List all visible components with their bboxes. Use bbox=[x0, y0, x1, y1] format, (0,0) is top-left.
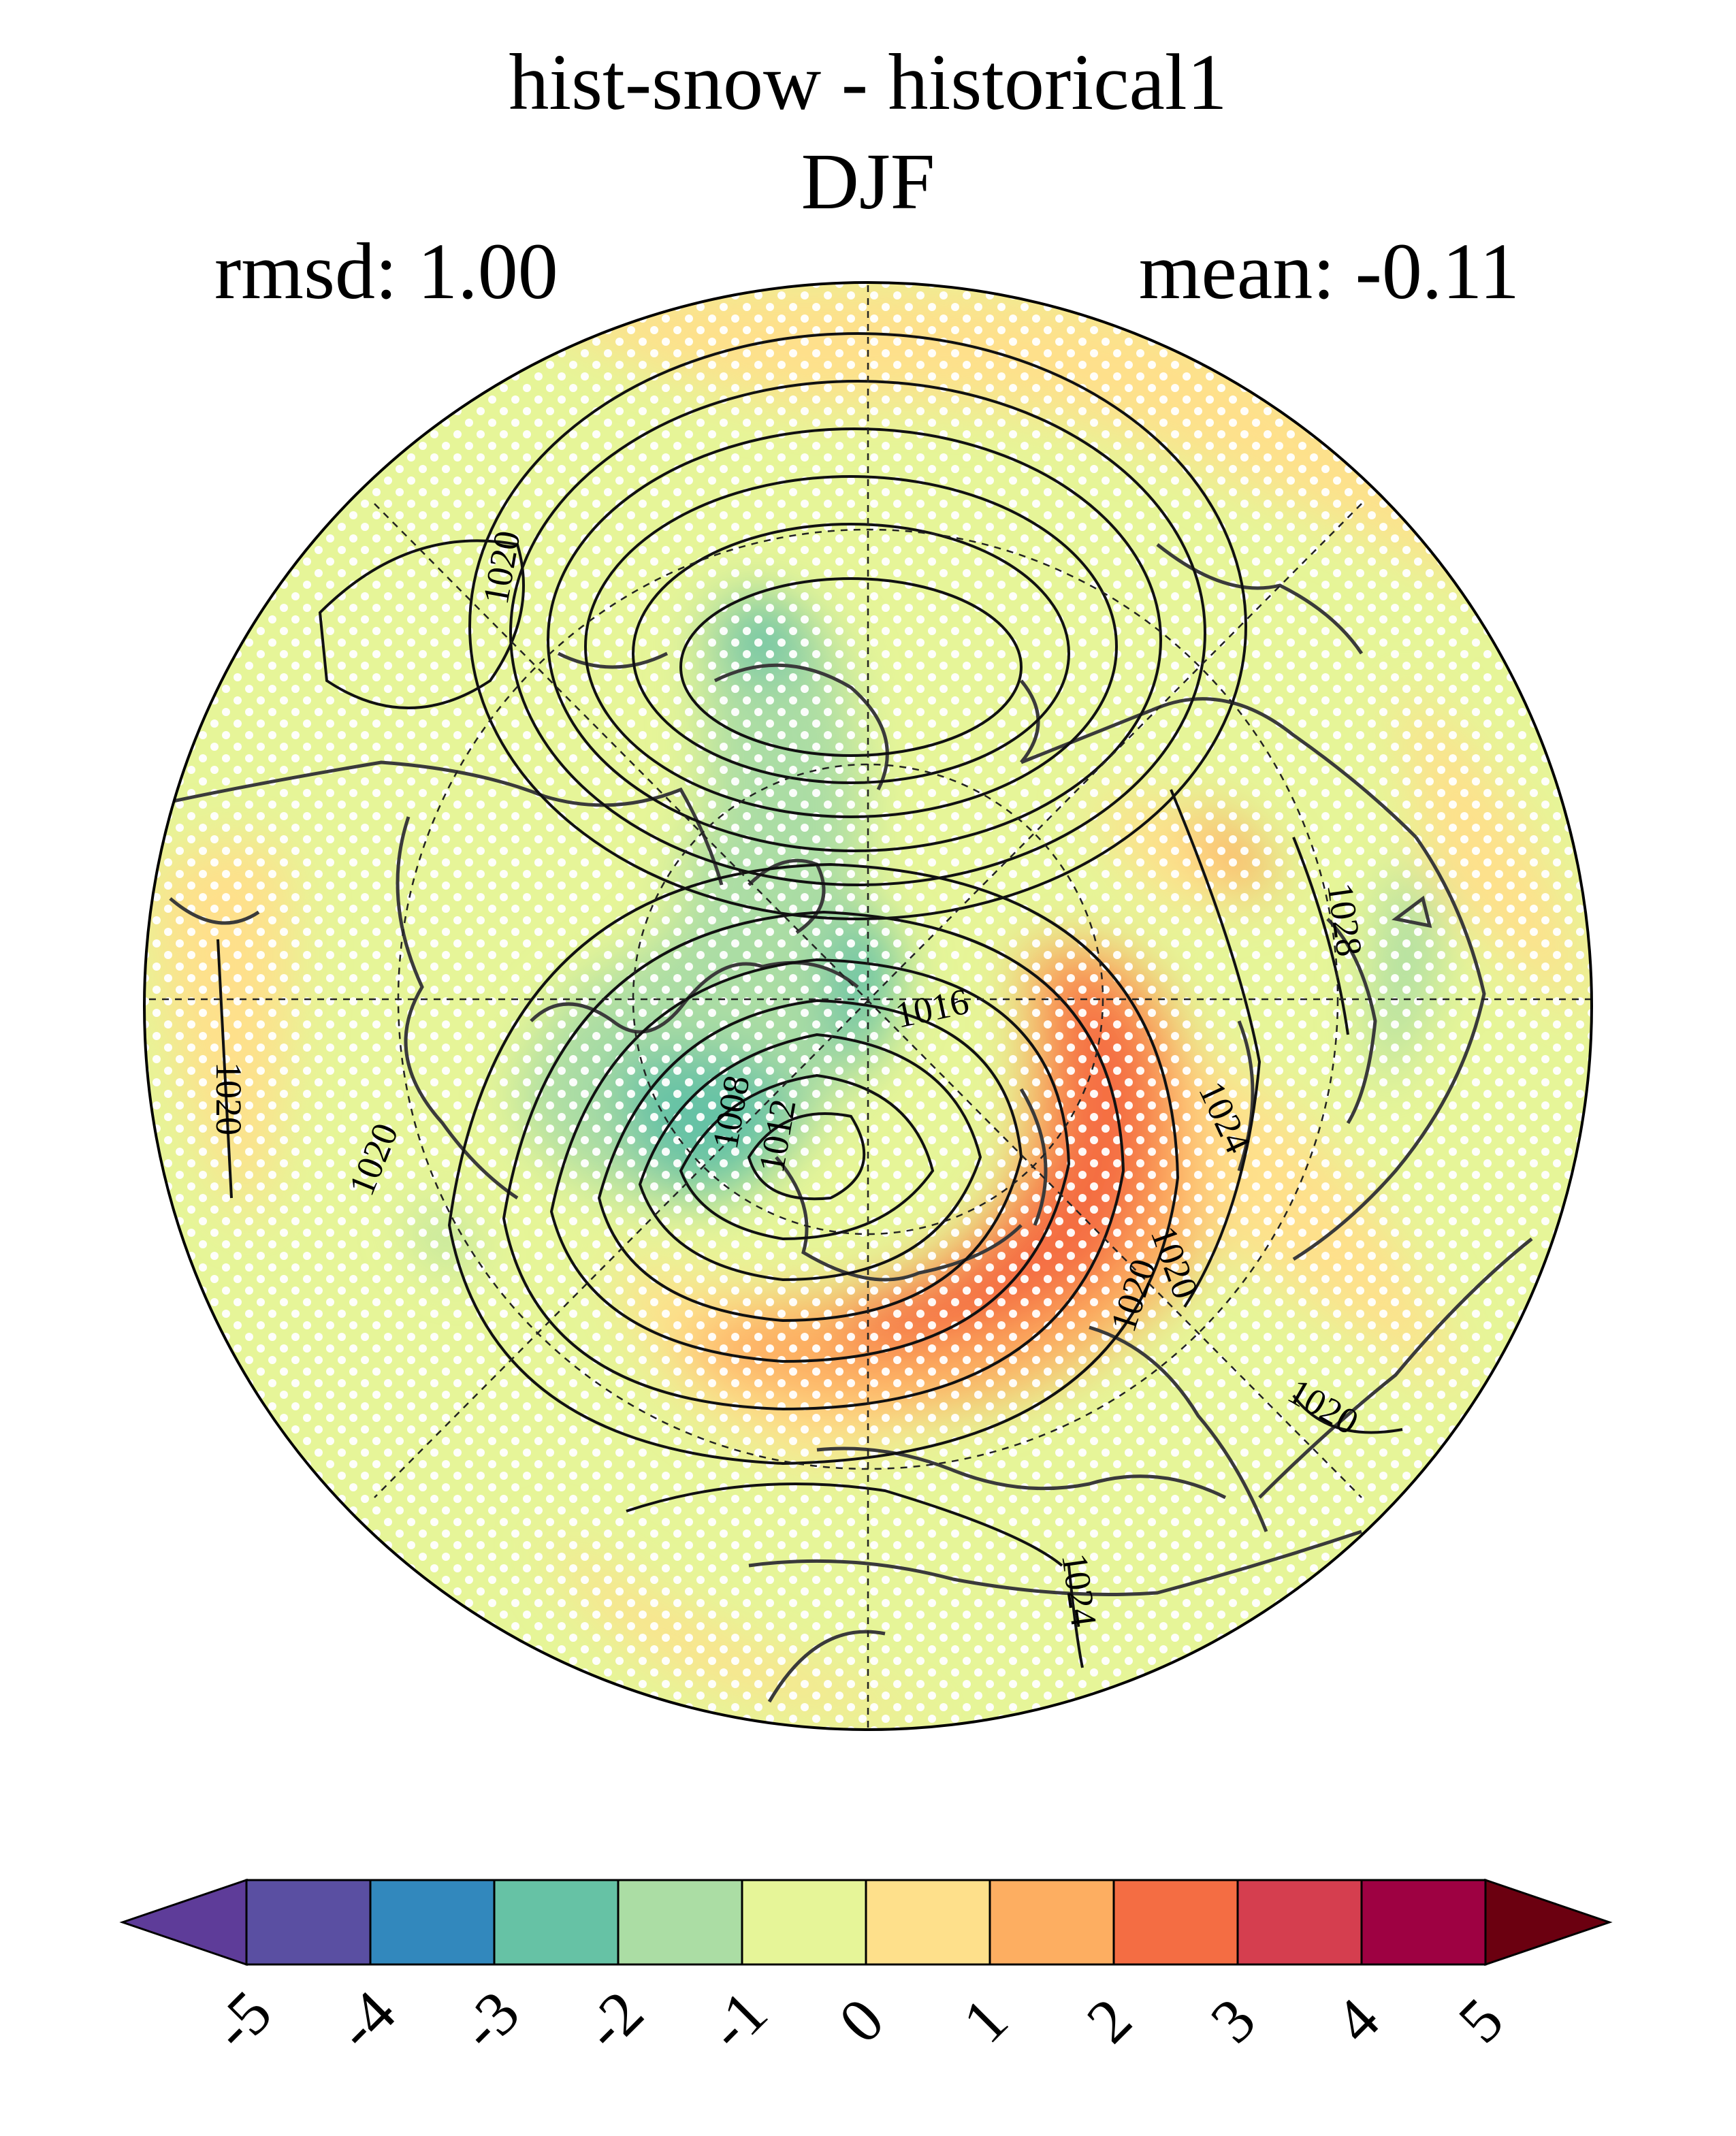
map-title-line2: DJF bbox=[801, 137, 935, 226]
colorbar-bin bbox=[245, 1879, 372, 1966]
colorbar-bin bbox=[865, 1879, 991, 1966]
colorbar-bin bbox=[1112, 1879, 1239, 1966]
colorbar-bin bbox=[1236, 1879, 1363, 1966]
colorbar-tick-label: -1 bbox=[694, 1977, 780, 2063]
colorbar-tick-label: -2 bbox=[570, 1977, 656, 2063]
colorbar-tick-label: 4 bbox=[1321, 1985, 1393, 2056]
colorbar-tick-label: 1 bbox=[950, 1985, 1021, 2056]
colorbar bbox=[119, 1878, 1613, 1967]
isobars bbox=[216, 332, 1403, 1668]
map-boundary bbox=[143, 281, 1593, 1731]
colorbar-tick-label: 0 bbox=[826, 1985, 897, 2056]
colorbar-tick-label: -5 bbox=[199, 1977, 285, 2063]
colorbar-tick-label: 5 bbox=[1445, 1985, 1517, 2056]
mean-label: mean: -0.11 bbox=[1138, 227, 1520, 316]
colorbar-extend-min bbox=[119, 1878, 248, 1967]
colorbar-bin bbox=[1360, 1879, 1487, 1966]
graticule bbox=[144, 282, 1592, 1730]
colorbar-bin bbox=[369, 1879, 496, 1966]
colorbar-bin bbox=[988, 1879, 1115, 1966]
map-disc bbox=[144, 282, 1592, 1730]
colorbar-bin bbox=[493, 1879, 620, 1966]
colorbar-tick-label: 3 bbox=[1197, 1985, 1269, 2056]
colorbar-tick-label: -4 bbox=[323, 1977, 408, 2063]
colorbar-tick-labels: -5 -4 -3 -2 -1 0 1 2 3 4 5 bbox=[199, 1977, 1516, 2063]
map-title-line1: hist-snow - historical1 bbox=[509, 37, 1227, 127]
colorbar-tick-label: 2 bbox=[1074, 1985, 1145, 2056]
colorbar-bin bbox=[617, 1879, 743, 1966]
contour-label-7: 1028 bbox=[1319, 880, 1370, 958]
contour-label-2: 1020 bbox=[208, 1062, 249, 1135]
coastlines bbox=[163, 543, 1533, 1703]
contour-label-12: 1024 bbox=[1054, 1551, 1104, 1629]
colorbar-tick-label: -3 bbox=[447, 1977, 532, 2063]
colorbar-extend-max bbox=[1484, 1878, 1613, 1967]
colorbar-bin bbox=[741, 1879, 867, 1966]
contour-labels: 1020 1020 1020 1016 1008 1012 1028 1024 … bbox=[208, 528, 1370, 1629]
rmsd-label: rmsd: 1.00 bbox=[214, 227, 558, 316]
